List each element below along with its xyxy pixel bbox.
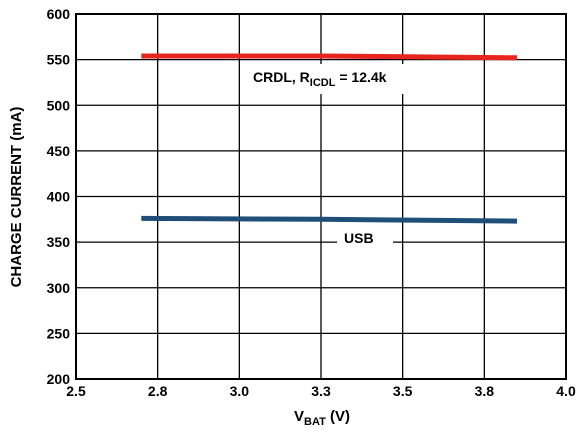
series-line-crdl (141, 53, 518, 61)
y-axis-title: CHARGE CURRENT (mA) (8, 107, 25, 288)
crdl-label-bg (248, 64, 448, 94)
series-group (141, 53, 518, 224)
y-tick-label: 550 (47, 52, 71, 68)
x-axis-title-suffix: (V) (326, 408, 350, 425)
x-tick-label: 3.3 (311, 383, 331, 399)
x-tick-label: 3.8 (475, 383, 495, 399)
series-line-usb (141, 215, 518, 224)
y-tick-label: 400 (47, 189, 71, 205)
x-tick-label: 3.0 (230, 383, 250, 399)
x-axis-title: VBAT (V) (294, 408, 350, 428)
y-tick-label: 250 (47, 325, 71, 341)
x-tick-label: 2.5 (66, 383, 86, 399)
y-tick-label: 350 (47, 234, 71, 250)
y-tick-label: 200 (47, 371, 71, 387)
x-tick-label: 2.8 (148, 383, 168, 399)
y-tick-label: 450 (47, 143, 71, 159)
y-tick-label: 300 (47, 280, 71, 296)
y-tick-label: 600 (47, 6, 71, 22)
x-axis-ticks: 2.5 2.8 3.0 3.3 3.5 3.8 4.0 (66, 383, 576, 399)
x-tick-label: 4.0 (556, 383, 576, 399)
plot-frame (75, 13, 567, 380)
crdl-annotation-suffix: = 12.4k (335, 69, 386, 85)
crdl-annotation-sub: ICDL (310, 77, 336, 89)
crdl-annotation-main: CRDL, R (253, 69, 310, 85)
crdl-annotation: CRDL, RICDL = 12.4k (253, 69, 387, 89)
y-tick-label: 500 (47, 97, 71, 113)
usb-label-bg (337, 228, 393, 248)
x-axis-title-main: V (294, 408, 304, 425)
usb-annotation: USB (344, 230, 374, 246)
y-axis-ticks: 200 250 300 350 400 450 500 550 600 (47, 6, 71, 387)
x-tick-label: 3.5 (393, 383, 413, 399)
x-axis-title-sub: BAT (304, 416, 326, 428)
